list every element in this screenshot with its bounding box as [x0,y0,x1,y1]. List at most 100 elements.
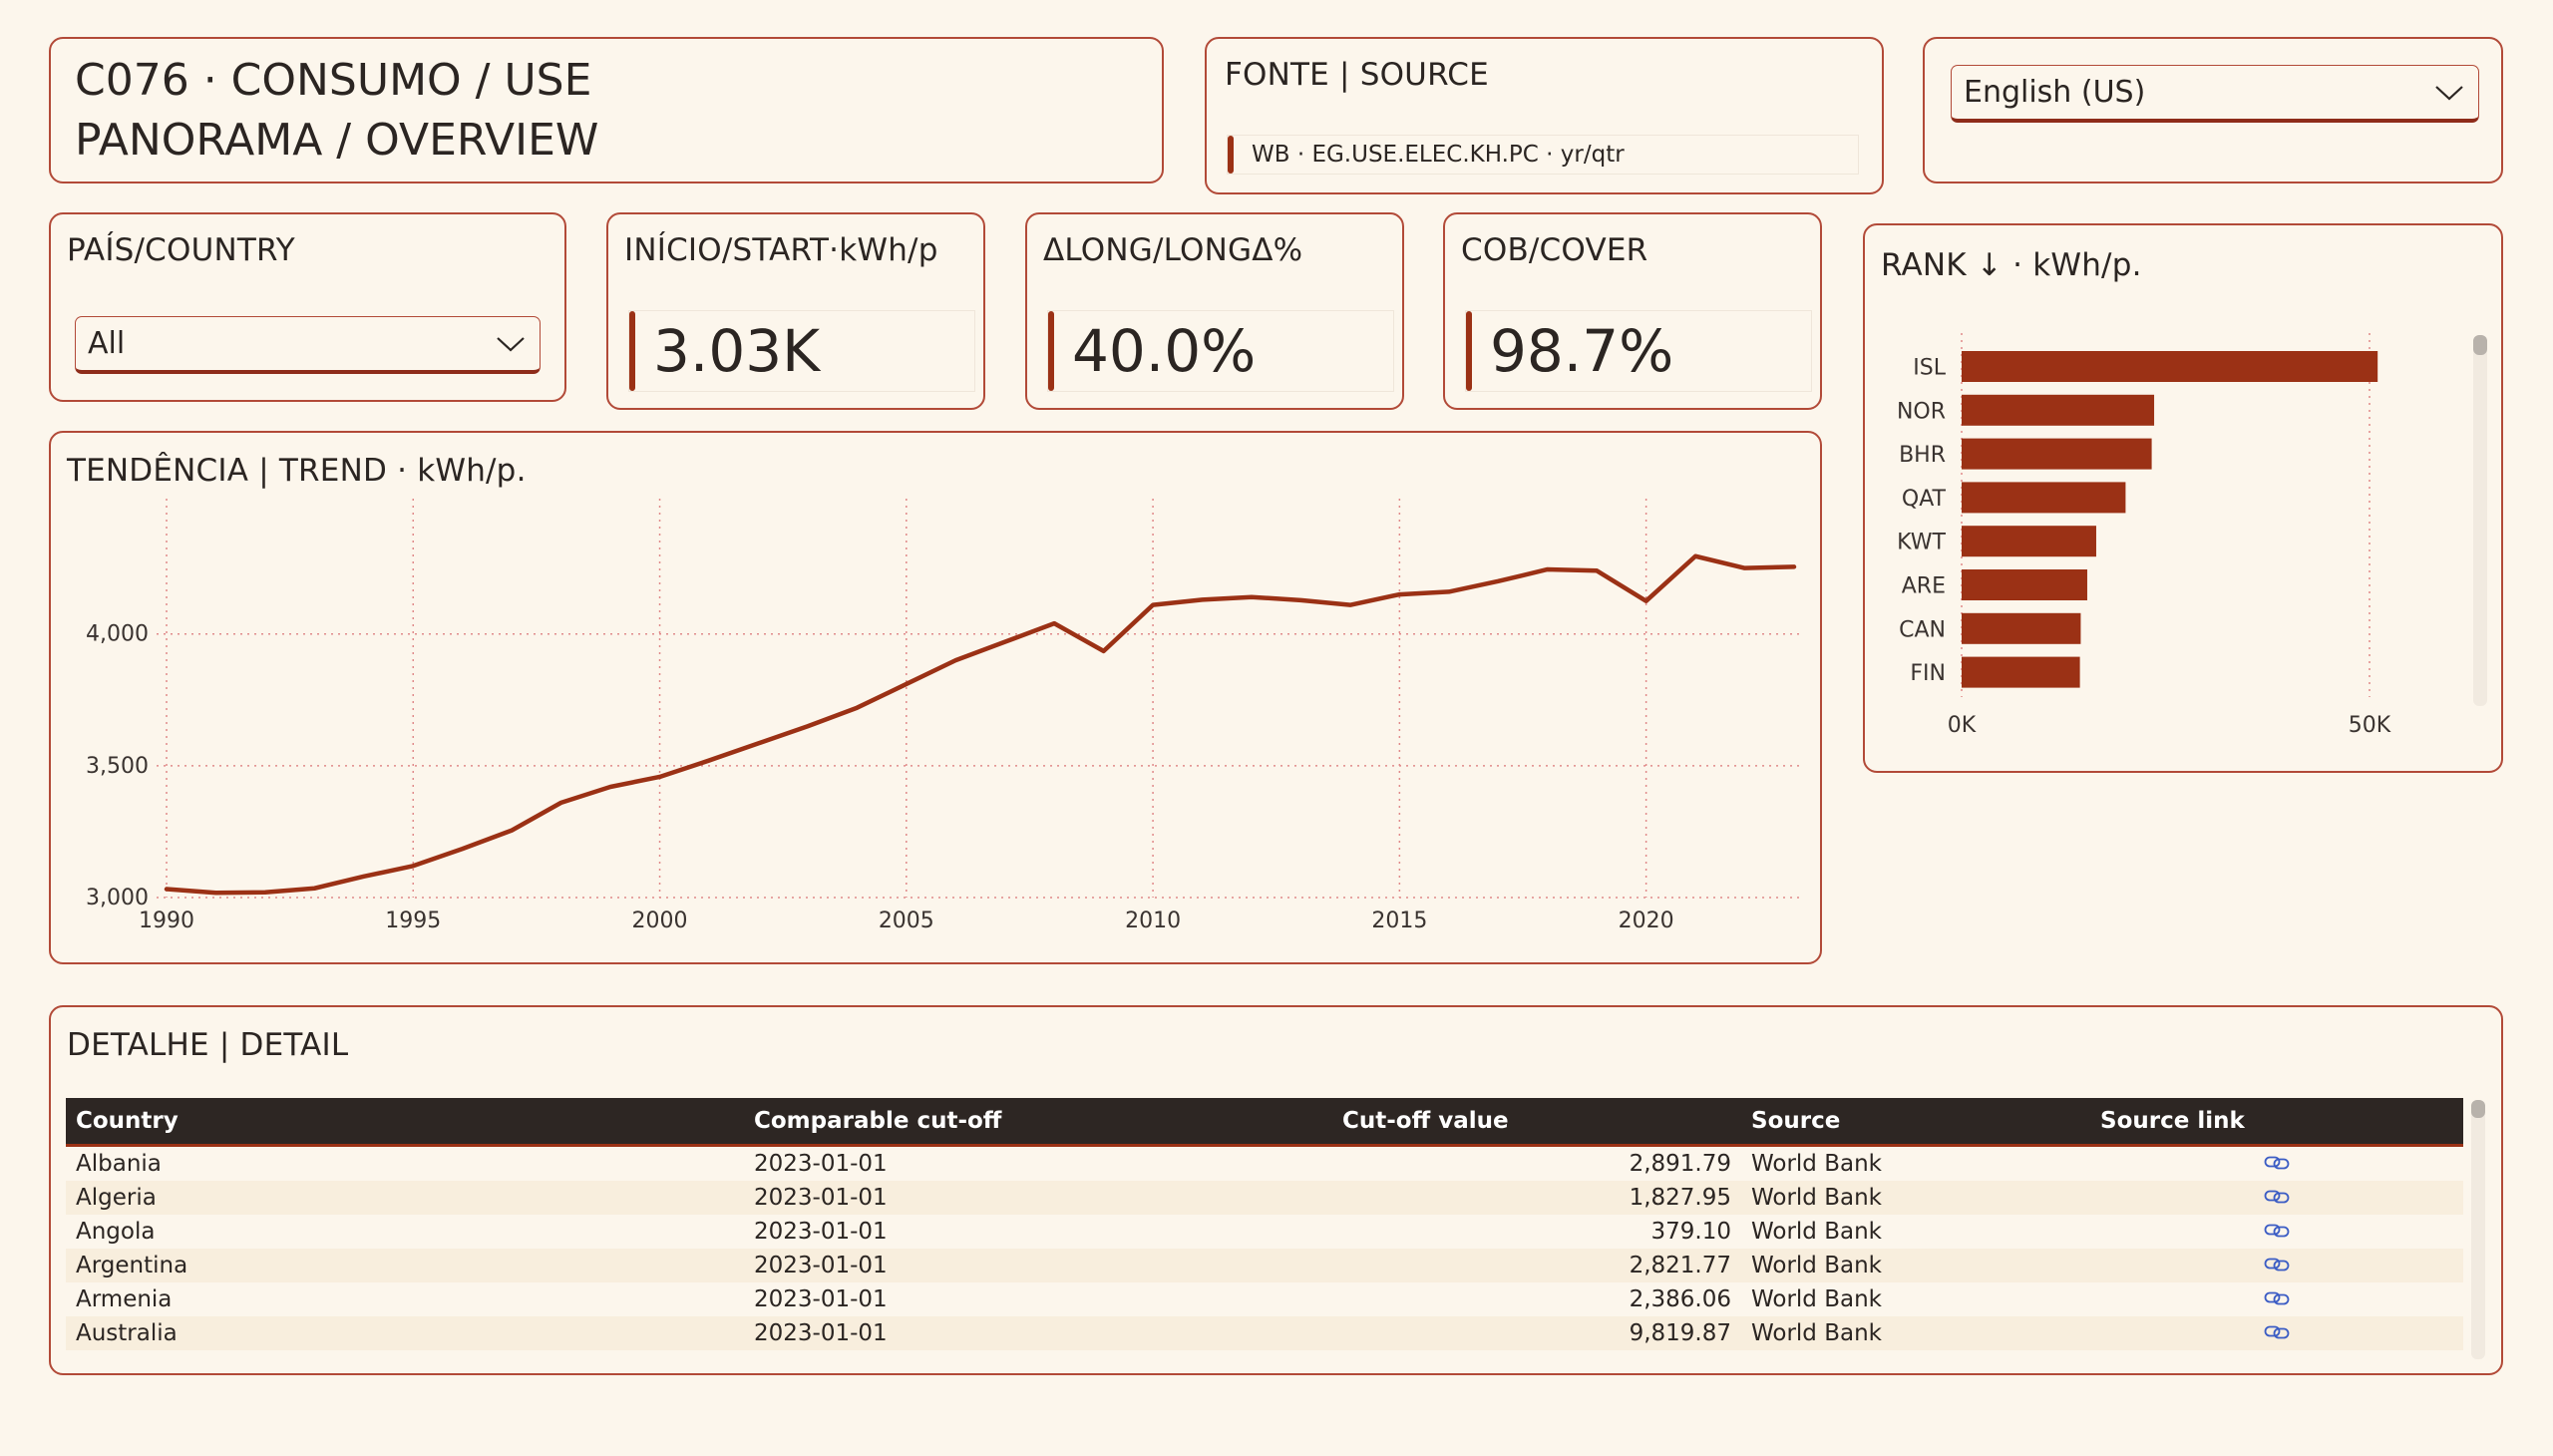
cell-cutoff: 2023-01-01 [744,1181,1332,1215]
language-selected: English (US) [1964,75,2146,110]
country-selected: All [88,326,126,361]
cell-source: World Bank [1741,1316,2090,1350]
rank-category-label: NOR [1897,399,1946,424]
cell-cutoff: 2023-01-01 [754,1151,888,1177]
cell-source: World Bank [1751,1151,1882,1177]
x-tick-label: 2005 [879,909,934,933]
rank-bar[interactable] [1962,612,2081,644]
cell-value: 2,821.77 [1332,1249,1741,1282]
country-filter-card: PAÍS/COUNTRY All [49,212,566,402]
rank-card: RANK ↓ · kWh/p. 0K 50K ISL NOR BHR QAT KWT ARE C… [1863,223,2503,773]
cell-country: Angola [76,1219,156,1245]
language-dropdown[interactable]: English (US) [1951,65,2479,123]
y-tick-label: 3,000 [86,886,149,910]
x-tick-label: 2015 [1371,909,1427,933]
detail-title: DETALHE | DETAIL [67,1027,349,1063]
rank-bar[interactable] [1962,526,2096,557]
kpi-value-delta: 40.0% [1072,317,1257,385]
kpi-value-start: 3.03K [653,317,821,385]
x-tick-label: 50K [2349,713,2391,738]
kpi-card-delta: ΔLONG/LONGΔ% 40.0% [1025,212,1404,410]
cell-source: World Bank [1751,1219,1882,1245]
link-icon[interactable] [2264,1290,2290,1306]
header-card: C076 · CONSUMO / USE PANORAMA / OVERVIEW [49,37,1164,183]
trend-chart: 1990 1995 2000 2005 2010 2015 2020 3,000 3,500 4,… [86,499,1804,933]
link-icon[interactable] [2264,1155,2290,1171]
cell-cutoff: 2023-01-01 [754,1219,888,1245]
rank-bar[interactable] [1962,482,2126,514]
chevron-down-icon [2435,85,2463,100]
y-tick-label: 4,000 [86,622,149,647]
cell-source-link[interactable] [2090,1215,2463,1249]
table-header-row: Country Comparable cut-off Cut-off value… [66,1098,2463,1147]
rank-category-label: KWT [1897,531,1946,555]
language-card: English (US) [1923,37,2503,183]
x-tick-label: 2020 [1619,909,1674,933]
kpi-card-cover: COB/COVER 98.7% [1443,212,1822,410]
kpi-title-start: INÍCIO/START·kWh/p [624,232,938,268]
rank-category-label: CAN [1899,617,1946,642]
cell-country: Argentina [66,1249,744,1282]
table-row: Australia 2023-01-01 9,819.87 World Bank [66,1316,2463,1350]
cell-value: 1,827.95 [1332,1181,1741,1215]
cell-source-link[interactable] [2090,1316,2463,1350]
cell-cutoff: 2023-01-01 [744,1316,1332,1350]
country-filter-title: PAÍS/COUNTRY [67,232,295,268]
detail-table: Country Comparable cut-off Cut-off value… [66,1098,2463,1350]
kpi-value-box: 40.0% [1047,310,1394,392]
cell-value: 2,386.06 [1629,1286,1731,1312]
rank-category-label: QAT [1902,487,1947,512]
x-tick-label: 2000 [632,909,688,933]
source-title: FONTE | SOURCE [1225,57,1489,93]
source-value-box: WB · EG.USE.ELEC.KH.PC · yr/qtr [1227,135,1859,175]
rank-bar[interactable] [1962,438,2152,470]
column-header-link[interactable]: Source link [2090,1098,2463,1147]
cell-source-link[interactable] [2090,1249,2463,1282]
x-tick-label: 0K [1948,713,1977,738]
rank-scroll-thumb[interactable] [2473,335,2487,355]
kpi-value-cover: 98.7% [1490,317,1674,385]
link-icon[interactable] [2264,1223,2290,1239]
rank-category-label: ARE [1902,574,1946,599]
cell-source: World Bank [1751,1286,1882,1312]
table-row: Angola 2023-01-01 379.10 World Bank [66,1215,2463,1249]
cell-country: Australia [66,1316,744,1350]
rank-bar[interactable] [1962,394,2155,426]
chevron-down-icon [497,336,525,351]
rank-title: RANK ↓ · kWh/p. [1881,247,2142,283]
rank-bar[interactable] [1962,569,2087,600]
column-header-value[interactable]: Cut-off value [1332,1098,1741,1147]
country-dropdown[interactable]: All [75,316,541,374]
x-tick-label: 1995 [385,909,441,933]
rank-bar[interactable] [1962,656,2080,688]
cell-source: World Bank [1741,1181,2090,1215]
trend-card: TENDÊNCIA | TREND · kWh/p. 1990 1995 2000 2… [49,431,1822,964]
column-header-country[interactable]: Country [66,1098,744,1147]
column-header-source[interactable]: Source [1741,1098,2090,1147]
cell-source-link[interactable] [2090,1181,2463,1215]
trend-title: TENDÊNCIA | TREND · kWh/p. [67,453,527,489]
detail-scroll-thumb[interactable] [2471,1100,2485,1118]
link-icon[interactable] [2264,1189,2290,1205]
trend-series-line [164,553,1797,896]
detail-scrollbar[interactable] [2471,1100,2485,1359]
kpi-value-box: 3.03K [628,310,975,392]
table-row: Argentina 2023-01-01 2,821.77 World Bank [66,1249,2463,1282]
column-header-cutoff[interactable]: Comparable cut-off [744,1098,1332,1147]
rank-chart: 0K 50K ISL NOR BHR QAT KWT ARE CAN FIN [1897,333,2391,738]
x-tick-label: 1990 [139,909,194,933]
rank-category-label: BHR [1899,443,1946,468]
rank-category-label: FIN [1910,661,1946,686]
cell-country: Algeria [66,1181,744,1215]
link-icon[interactable] [2264,1257,2290,1273]
rank-bar[interactable] [1962,351,2378,382]
cell-country: Armenia [76,1286,173,1312]
kpi-value-box: 98.7% [1465,310,1812,392]
cell-source-link[interactable] [2090,1282,2463,1316]
cell-source-link[interactable] [2090,1146,2463,1182]
page-title: C076 · CONSUMO / USE PANORAMA / OVERVIEW [75,55,599,166]
cell-value: 9,819.87 [1332,1316,1741,1350]
rank-scrollbar[interactable] [2473,335,2487,706]
link-icon[interactable] [2264,1324,2290,1340]
cell-value: 2,891.79 [1629,1151,1731,1177]
